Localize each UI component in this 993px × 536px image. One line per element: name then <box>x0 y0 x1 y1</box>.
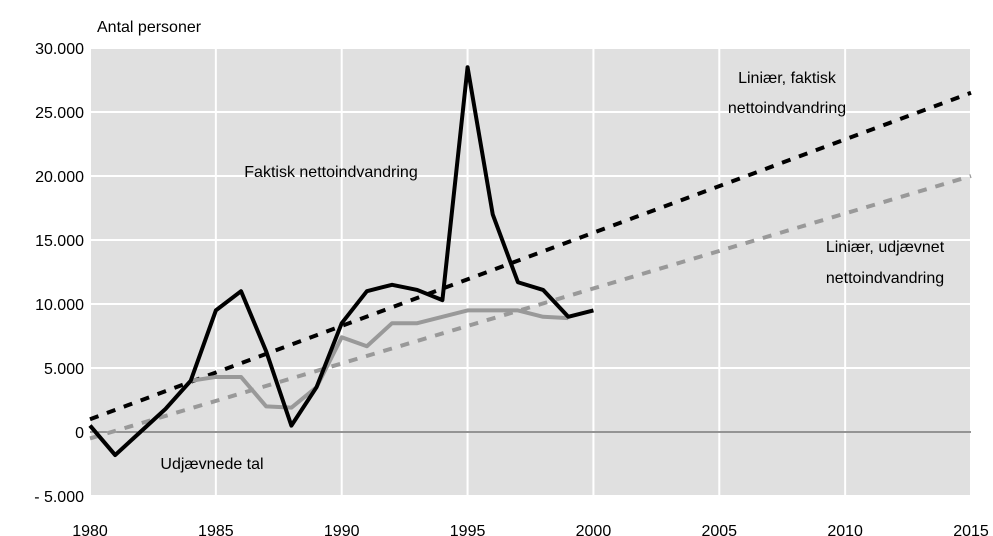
y-tick-label: - 5.000 <box>34 489 84 506</box>
annotation-smoothed: Udjævnede tal <box>160 456 263 473</box>
x-axis-ticks: 1980 1985 1990 1995 2000 2005 2010 2015 <box>72 523 989 536</box>
x-tick-label: 1995 <box>450 523 486 536</box>
y-axis-ticks: 30.000 25.000 20.000 15.000 10.000 5.000 0 - 5.… <box>34 41 84 506</box>
annotation-linear-smoothed-line2: nettoindvandring <box>826 270 944 287</box>
series-layer <box>88 65 972 458</box>
annotation-linear-actual-line2: nettoindvandring <box>728 100 846 117</box>
y-tick-label: 25.000 <box>35 105 84 122</box>
x-tick-label: 1985 <box>198 523 234 536</box>
annotation-linear-actual-line1: Liniær, faktisk <box>738 70 837 87</box>
y-axis-label: Antal personer <box>97 19 202 36</box>
x-tick-label: 2005 <box>701 523 737 536</box>
y-tick-label: 20.000 <box>35 169 84 186</box>
y-tick-label: 30.000 <box>35 41 84 58</box>
annotation-actual: Faktisk nettoindvandring <box>244 164 417 181</box>
annotation-linear-smoothed-line1: Liniær, udjævnet <box>826 239 945 256</box>
series-line-1 <box>88 65 594 458</box>
x-tick-label: 2010 <box>827 523 863 536</box>
x-tick-label: 1980 <box>72 523 108 536</box>
series-line-3 <box>89 90 972 422</box>
x-tick-label: 2015 <box>953 523 989 536</box>
y-tick-label: 0 <box>75 425 84 442</box>
grid-lines <box>89 47 972 497</box>
x-tick-label: 2000 <box>576 523 612 536</box>
y-tick-label: 10.000 <box>35 297 84 314</box>
plot-background <box>90 48 971 496</box>
y-tick-label: 15.000 <box>35 233 84 250</box>
y-tick-label: 5.000 <box>44 361 84 378</box>
x-tick-label: 1990 <box>324 523 360 536</box>
